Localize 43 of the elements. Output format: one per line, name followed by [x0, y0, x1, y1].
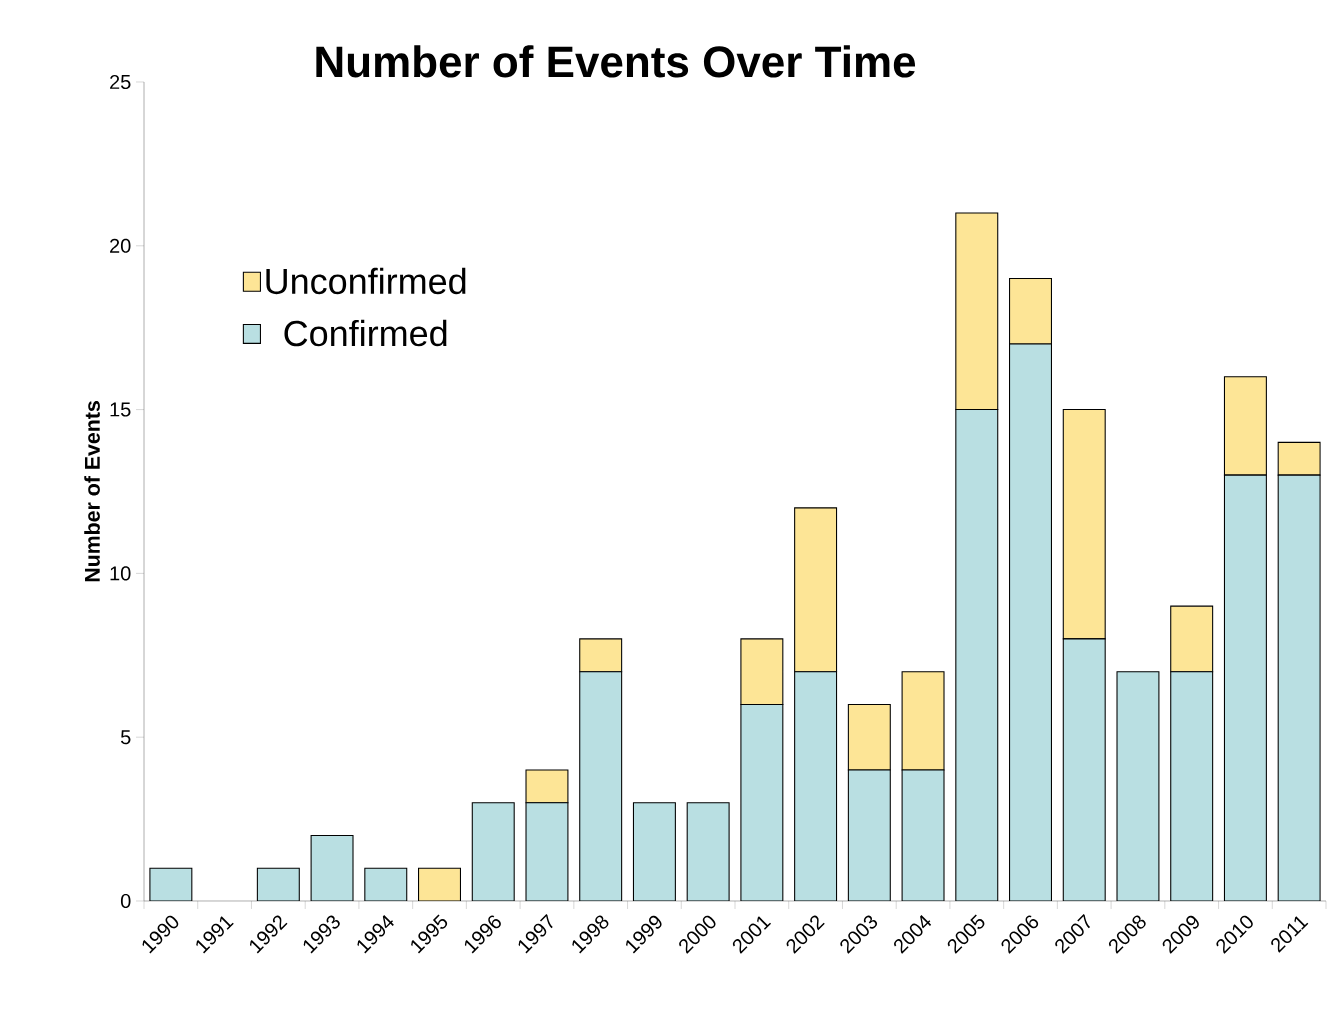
bar	[1116, 671, 1160, 901]
bar	[579, 638, 623, 673]
y-tick-label: 10	[110, 566, 131, 581]
y-tick-label: 15	[110, 402, 131, 417]
y-tick-label: 0	[120, 893, 131, 909]
bar	[1009, 343, 1052, 901]
bar	[955, 409, 999, 901]
bar	[364, 867, 408, 901]
chart-title: Number of Events Over Time	[316, 45, 916, 78]
bar	[1009, 278, 1052, 345]
bar	[310, 834, 354, 901]
bar	[1223, 376, 1267, 476]
y-axis-title: Number of Events	[84, 401, 100, 582]
bar	[901, 769, 945, 901]
y-tick-label: 20	[110, 238, 131, 253]
bar	[901, 671, 945, 771]
bar	[1170, 605, 1214, 673]
bar	[1223, 474, 1267, 901]
bar	[1170, 671, 1214, 901]
bar	[1277, 474, 1321, 901]
legend-label: Unconfirmed	[266, 267, 466, 295]
bar	[579, 671, 623, 901]
bar	[418, 867, 461, 901]
bar	[847, 769, 891, 901]
legend-label: Confirmed	[284, 319, 447, 347]
bar	[525, 802, 569, 901]
bar	[471, 802, 515, 901]
bar	[740, 638, 784, 705]
bar	[794, 507, 838, 673]
y-tick-label: 25	[110, 74, 131, 90]
bar	[955, 212, 999, 411]
y-tick-label: 5	[120, 730, 131, 745]
bar	[632, 802, 676, 901]
bar	[1062, 409, 1106, 640]
bar	[149, 867, 193, 901]
bar	[1277, 441, 1321, 476]
bar	[847, 703, 891, 771]
bar	[256, 867, 300, 901]
bar	[1062, 638, 1106, 901]
bar	[525, 769, 569, 804]
bar	[794, 671, 838, 901]
bar	[740, 703, 784, 901]
bar	[686, 802, 730, 901]
